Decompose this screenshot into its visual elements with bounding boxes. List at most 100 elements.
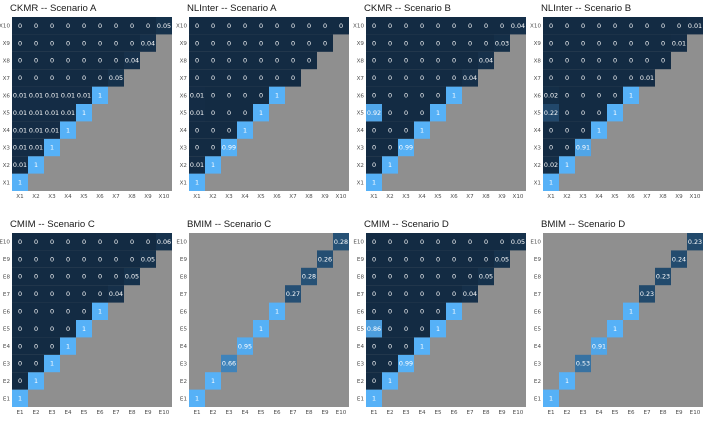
cell-value-label: 0	[34, 57, 38, 65]
heatmap-cell	[124, 17, 140, 35]
x-tick-label: X9	[675, 194, 683, 200]
cell-value-label: 0	[404, 39, 408, 47]
heatmap-cell	[382, 354, 398, 373]
heatmap-cell	[575, 34, 591, 52]
cell-value-label: 0	[500, 238, 504, 246]
cell-value-label: 0	[259, 74, 263, 82]
x-tick-label: E5	[257, 410, 265, 416]
heatmap-svg: 1 1 0.66 0.95 1 1 0.27 0.28 0.26 0.28 E1 E2 E3 E4 E5 E6…	[176, 233, 349, 416]
cell-value-label: 0	[436, 255, 440, 263]
y-tick-label: X8	[357, 59, 365, 65]
y-tick-label: E4	[357, 344, 365, 350]
cell-value-label: 0	[565, 109, 569, 117]
heatmap-cell	[591, 17, 607, 35]
cell-value-label: 0	[18, 342, 22, 350]
heatmap-cell	[382, 267, 398, 286]
cell-value-label: 0	[130, 238, 134, 246]
cell-value-label: 0.02	[544, 161, 558, 169]
heatmap-cell	[639, 17, 655, 35]
cell-value-label: 0	[34, 74, 38, 82]
heatmap-cell	[543, 34, 559, 52]
heatmap-cell	[366, 372, 382, 390]
heatmap-cell	[12, 372, 28, 390]
heatmap-cell	[221, 354, 237, 373]
heatmap-cell	[269, 34, 285, 52]
cell-value-label: 0	[243, 39, 247, 47]
heatmap-cell	[253, 51, 269, 70]
heatmap-cell	[76, 250, 92, 268]
y-tick-label: X5	[534, 111, 542, 117]
heatmap-cell	[575, 138, 591, 157]
y-tick-label: E5	[534, 327, 542, 333]
heatmap-svg: 10.02 10 0 0.910 0 0 10.22 0 0 0 10.02 0 0 0 0 10 0 0 0 0 0 0…	[530, 17, 703, 200]
cell-value-label: 0.01	[640, 74, 654, 82]
cell-value-label: 0	[613, 57, 617, 65]
heatmap-cell	[510, 233, 526, 251]
cell-value-label: 1	[420, 126, 424, 134]
cell-value-label: 0	[243, 22, 247, 30]
x-tick-label: E4	[241, 410, 249, 416]
heatmap-cell	[430, 233, 446, 251]
heatmap-cell	[60, 104, 76, 122]
heatmap-cell	[108, 250, 124, 268]
cell-value-label: 0	[581, 57, 585, 65]
cell-value-label: 0	[82, 238, 86, 246]
cell-value-label: 0	[114, 57, 118, 65]
x-tick-label: E6	[96, 410, 104, 416]
cell-value-label: 0	[404, 342, 408, 350]
x-tick-label: X6	[450, 194, 458, 200]
heatmap-cell	[543, 173, 559, 191]
x-tick-label: E7	[643, 410, 651, 416]
cell-value-label: 0.01	[77, 92, 91, 100]
cell-value-label: 1	[565, 377, 569, 385]
cell-value-label: 0	[50, 22, 54, 30]
x-tick-label: E8	[659, 410, 667, 416]
cell-value-label: 0	[388, 126, 392, 134]
y-tick-label: E2	[180, 379, 187, 385]
heatmap-panel-2: NLInter -- Scenario A 1 0.01 1 0 0 0.99 0 0 0 1 0.0…	[176, 3, 355, 219]
panel-title: CKMR -- Scenario B	[364, 3, 451, 14]
cell-value-label: 0.01	[61, 92, 75, 100]
cell-value-label: 1	[98, 308, 102, 316]
panel-title: NLInter -- Scenario B	[541, 3, 632, 14]
x-tick-label: X5	[434, 194, 442, 200]
heatmap-cell	[414, 285, 430, 303]
heatmap-cell	[366, 138, 382, 157]
cell-value-label: 0	[420, 325, 424, 333]
heatmap-cell	[559, 69, 575, 87]
heatmap-cell	[60, 51, 76, 70]
x-tick-label: X1	[370, 194, 378, 200]
y-tick-label: X2	[357, 163, 364, 169]
cell-value-label: 0	[227, 92, 231, 100]
cell-value-label: 0	[565, 92, 569, 100]
cell-value-label: 0	[34, 39, 38, 47]
x-tick-label: X7	[112, 194, 120, 200]
cell-value-label: 0	[597, 57, 601, 65]
x-tick-label: E4	[418, 410, 426, 416]
cell-value-label: 0	[18, 255, 22, 263]
heatmap-cell	[301, 34, 317, 52]
heatmap-cell	[108, 233, 124, 251]
heatmap-cell	[559, 86, 575, 104]
cell-value-label: 0.01	[29, 109, 43, 117]
heatmap-cell	[221, 86, 237, 104]
cell-value-label: 0	[581, 92, 585, 100]
heatmap-cell	[76, 104, 92, 122]
cell-value-label: 0	[291, 39, 295, 47]
cell-value-label: 0.66	[222, 360, 236, 368]
heatmap-cell	[559, 34, 575, 52]
heatmap-cell	[12, 34, 28, 52]
heatmap-cell	[140, 34, 156, 52]
cell-value-label: 0	[372, 238, 376, 246]
heatmap-cell	[366, 17, 382, 35]
heatmap-cell	[366, 233, 382, 251]
cell-value-label: 0.53	[576, 360, 590, 368]
y-tick-label: X5	[357, 111, 365, 117]
heatmap-cell	[559, 156, 575, 174]
x-tick-label: E8	[482, 410, 490, 416]
heatmap-cell	[28, 337, 44, 355]
heatmap-cell	[655, 17, 671, 35]
y-tick-label: E1	[534, 396, 542, 402]
heatmap-cell	[543, 389, 559, 407]
heatmap-cell	[205, 104, 221, 122]
